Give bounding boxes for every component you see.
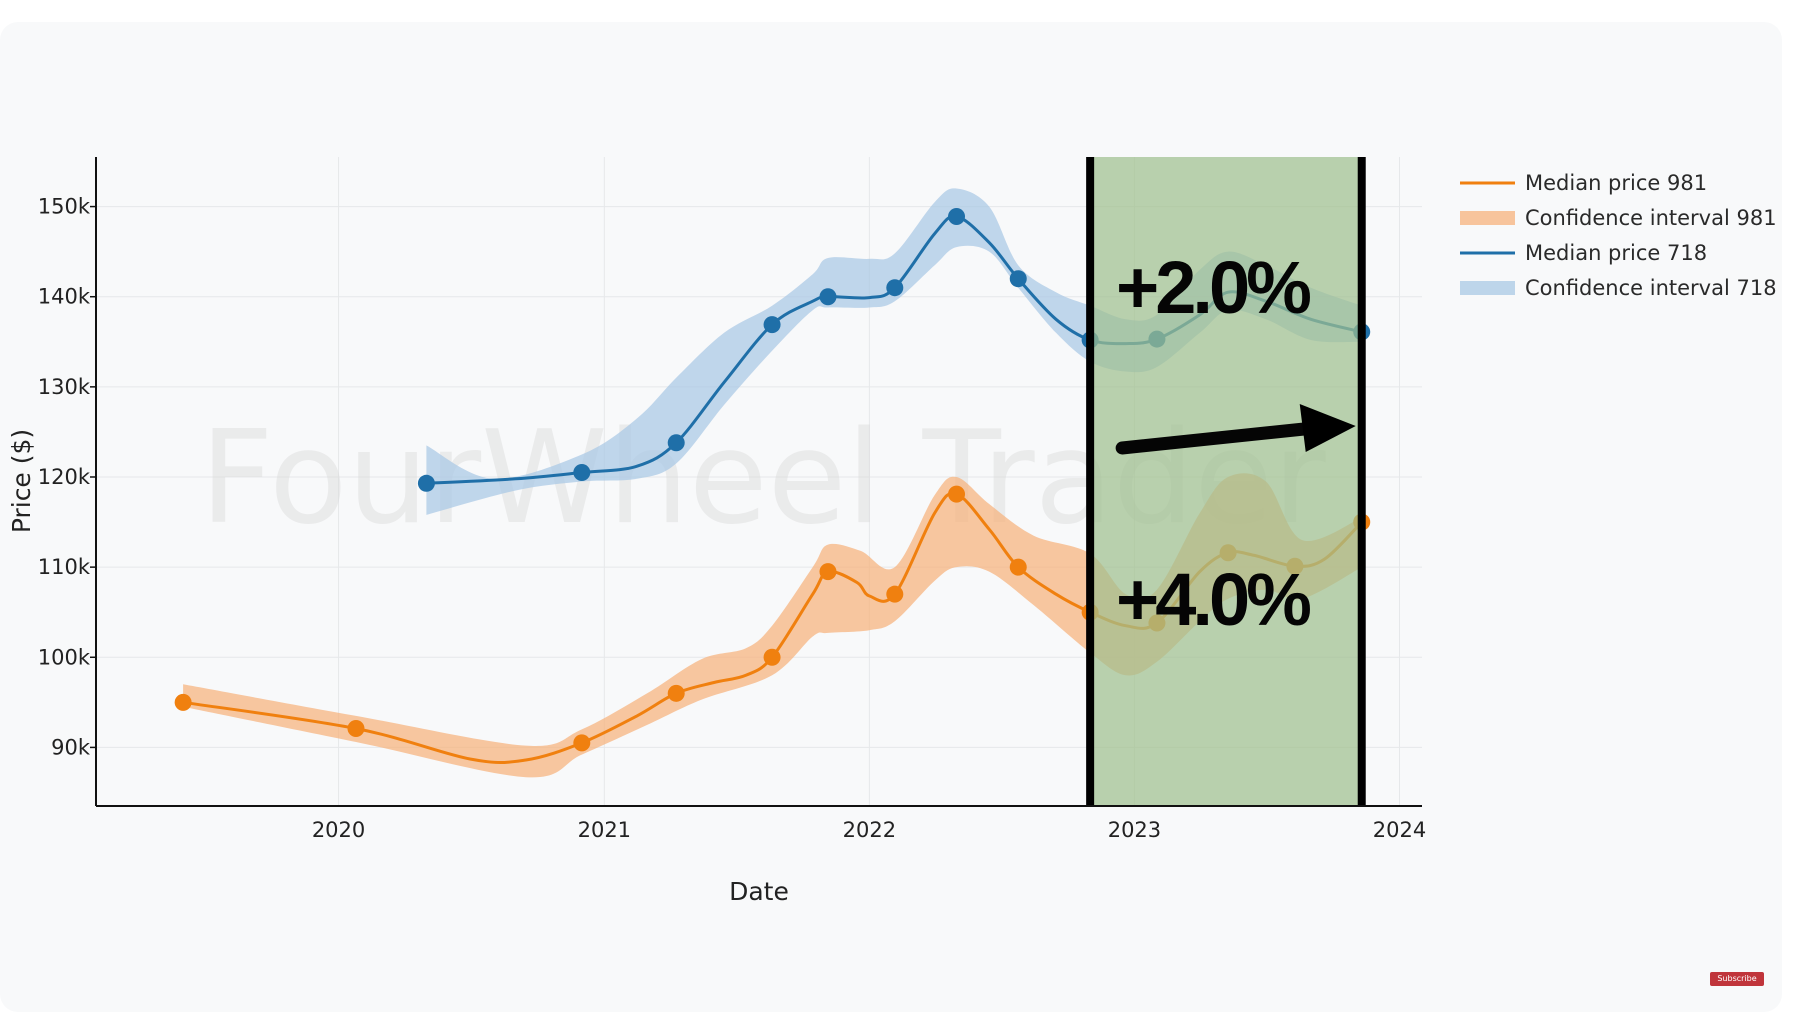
y-tick-label-6: 150k bbox=[38, 195, 91, 219]
annotations: +2.0% +4.0% bbox=[1116, 246, 1314, 641]
axes: 90k 100k 110k 120k 130k 140k 150k 2020 2021 2022 2… bbox=[7, 157, 1426, 906]
data-point-1-7 bbox=[1009, 270, 1027, 288]
data-point-1-0 bbox=[417, 474, 435, 492]
data-point-0-4 bbox=[763, 648, 781, 666]
chart-card bbox=[0, 22, 1782, 1012]
legend-swatch-band-1 bbox=[1460, 281, 1515, 295]
legend-label-band-0: Confidence interval 981 bbox=[1525, 206, 1777, 230]
x-tick-label-3: 2023 bbox=[1108, 818, 1161, 842]
data-point-1-6 bbox=[948, 207, 966, 225]
data-point-1-2 bbox=[667, 434, 685, 452]
legend-label-line-0: Median price 981 bbox=[1525, 171, 1707, 195]
data-point-1-1 bbox=[573, 463, 591, 481]
highlight-left-bar bbox=[1086, 157, 1095, 806]
data-point-1-5 bbox=[886, 279, 904, 297]
y-tick-label-2: 110k bbox=[38, 555, 91, 579]
y-tick-label-1: 100k bbox=[38, 645, 91, 669]
data-point-0-0 bbox=[174, 693, 192, 711]
highlight-right-bar bbox=[1357, 157, 1366, 806]
x-tick-label-2: 2022 bbox=[843, 818, 896, 842]
data-point-0-3 bbox=[667, 684, 685, 702]
legend-label-line-1: Median price 718 bbox=[1525, 241, 1707, 265]
data-point-0-6 bbox=[886, 585, 904, 603]
y-tick-label-4: 130k bbox=[38, 375, 91, 399]
trend-arrow-head bbox=[1299, 404, 1356, 452]
y-axis-title: Price ($) bbox=[7, 429, 36, 533]
data-point-0-8 bbox=[1009, 558, 1027, 576]
x-tick-label-1: 2021 bbox=[578, 818, 631, 842]
confidence-band-1 bbox=[426, 188, 1362, 515]
highlight-layer bbox=[1086, 157, 1366, 806]
annotation-981-change: +4.0% bbox=[1116, 558, 1310, 641]
x-tick-label-4: 2024 bbox=[1373, 818, 1426, 842]
confidence-band-0 bbox=[183, 473, 1362, 778]
legend: Median price 981 Confidence interval 981 M… bbox=[1460, 171, 1777, 300]
annotation-718-change: +2.0% bbox=[1116, 246, 1310, 329]
x-axis-title: Date bbox=[729, 877, 789, 906]
data-point-0-1 bbox=[347, 719, 365, 737]
y-tick-label-5: 140k bbox=[38, 285, 91, 309]
data-point-0-5 bbox=[819, 563, 837, 581]
data-point-1-3 bbox=[763, 316, 781, 334]
legend-label-band-1: Confidence interval 718 bbox=[1525, 276, 1777, 300]
x-tick-label-0: 2020 bbox=[312, 818, 365, 842]
data-point-0-2 bbox=[573, 734, 591, 752]
y-tick-label-0: 90k bbox=[51, 735, 91, 759]
data-point-1-4 bbox=[819, 288, 837, 306]
data-point-0-7 bbox=[948, 485, 966, 503]
subscribe-badge[interactable]: Subscribe bbox=[1710, 972, 1764, 986]
trend-arrow-shaft bbox=[1115, 421, 1321, 455]
highlight-region bbox=[1090, 157, 1362, 806]
y-tick-label-3: 120k bbox=[38, 465, 91, 489]
legend-swatch-band-0 bbox=[1460, 211, 1515, 225]
